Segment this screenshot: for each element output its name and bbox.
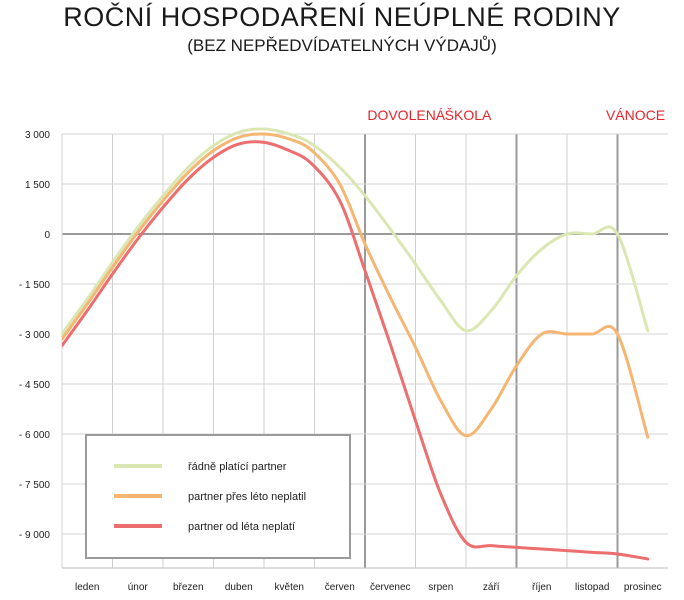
x-tick-label: červen	[325, 582, 355, 593]
y-tick-label: - 6 000	[19, 430, 51, 441]
y-tick-labels: 3 000 1 500 0 - 1 500 - 3 000 - 4 500 - 6 000 -…	[19, 130, 51, 541]
x-tick-label: únor	[128, 582, 149, 593]
legend-label: partner od léta neplatí	[188, 521, 295, 533]
legend-label: řádně platící partner	[188, 461, 287, 473]
legend: řádně platící partner partner přes léto n…	[85, 434, 351, 559]
x-tick-label: září	[483, 582, 500, 593]
x-tick-label: prosinec	[624, 582, 662, 593]
x-tick-label: červenec	[370, 582, 411, 593]
y-tick-label: 1 500	[25, 180, 50, 191]
annotation-label: DOVOLENÁ	[367, 107, 445, 123]
series-layer	[62, 127, 650, 561]
x-tick-labels: leden únor březen duben květen červen červenec…	[75, 582, 662, 593]
x-tick-label: březen	[173, 582, 204, 593]
x-tick-label: duben	[225, 582, 253, 593]
series-line-1	[62, 127, 650, 336]
y-tick-label: - 1 500	[19, 280, 51, 291]
chart-subtitle: (BEZ NEPŘEDVÍDATELNÝCH VÝDAJŮ)	[187, 36, 497, 55]
y-tick-label: - 3 000	[19, 330, 51, 341]
series-line-3	[62, 140, 650, 561]
y-tick-label: 3 000	[25, 130, 50, 141]
x-tick-label: říjen	[532, 582, 551, 593]
y-tick-label: - 7 500	[19, 480, 51, 491]
annotation-label: VÁNOCE	[606, 107, 665, 123]
chart-title: ROČNÍ HOSPODAŘENÍ NEÚPLNÉ RODINY	[63, 2, 621, 32]
y-tick-label: - 9 000	[19, 530, 51, 541]
annotation-layer: DOVOLENÁ ŠKOLA VÁNOCE	[367, 107, 665, 123]
annotation-label: ŠKOLA	[445, 107, 492, 123]
series-line-2	[62, 132, 650, 439]
x-tick-label: listopad	[575, 582, 609, 593]
y-tick-label: - 4 500	[19, 380, 51, 391]
legend-label: partner přes léto neplatil	[188, 491, 306, 503]
x-tick-label: leden	[75, 582, 99, 593]
x-tick-label: srpen	[428, 582, 453, 593]
y-tick-label: 0	[44, 230, 50, 241]
x-tick-label: květen	[275, 582, 304, 593]
